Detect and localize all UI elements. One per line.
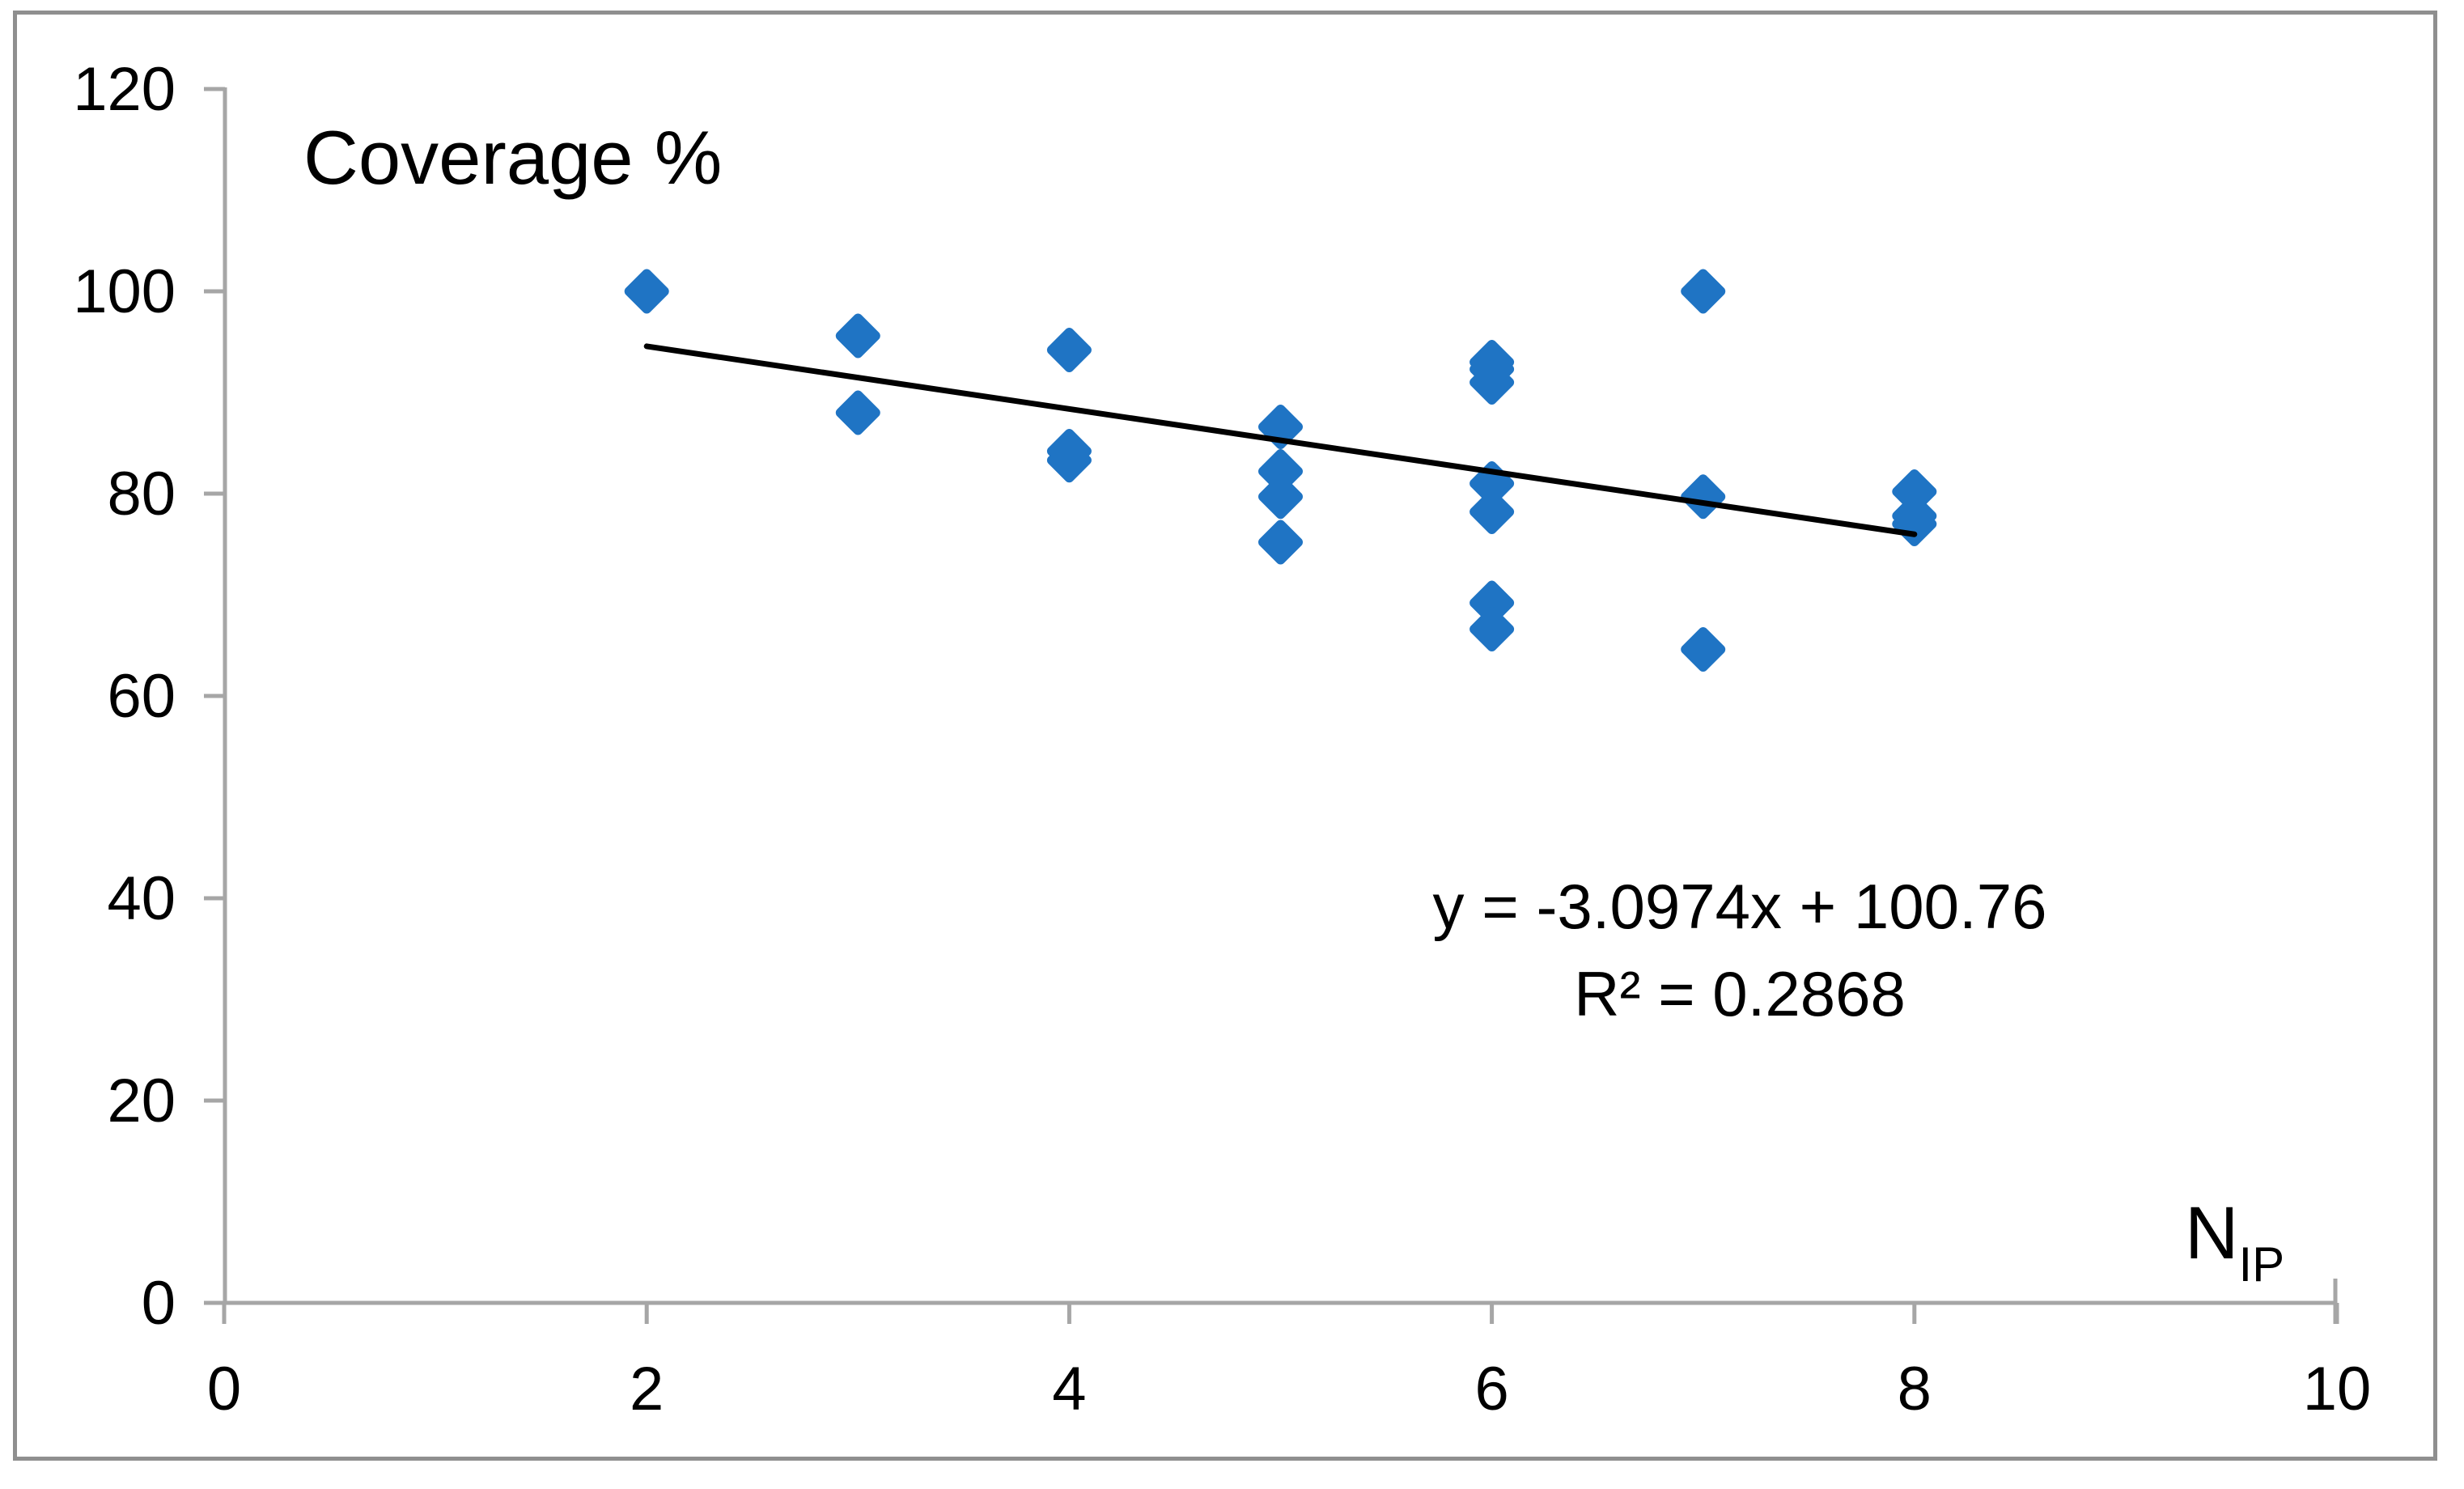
chart-title: Coverage % bbox=[303, 115, 723, 200]
y-tick-label: 100 bbox=[73, 257, 176, 326]
x-tick-label: 6 bbox=[1474, 1355, 1508, 1423]
data-point bbox=[1681, 474, 1726, 520]
data-point bbox=[1258, 520, 1303, 565]
y-tick-label: 20 bbox=[107, 1067, 176, 1135]
data-point bbox=[1046, 438, 1092, 483]
data-point bbox=[1258, 474, 1303, 520]
chart-border-frame bbox=[13, 11, 2437, 1461]
y-tick-label: 120 bbox=[73, 55, 176, 124]
x-tick-label: 2 bbox=[630, 1355, 664, 1423]
x-tick-label: 10 bbox=[2303, 1355, 2372, 1423]
y-tick-label: 60 bbox=[107, 662, 176, 731]
x-axis-label: NIP bbox=[2185, 1196, 2284, 1289]
x-axis-label-subscript: IP bbox=[2238, 1237, 2285, 1292]
data-point bbox=[1469, 607, 1515, 651]
y-tick-label: 80 bbox=[107, 460, 176, 528]
trendline bbox=[643, 343, 1918, 537]
y-tick-label: 40 bbox=[107, 864, 176, 933]
data-point bbox=[1681, 627, 1726, 672]
data-point bbox=[1469, 580, 1515, 626]
data-point bbox=[624, 269, 669, 314]
data-point bbox=[835, 390, 880, 435]
data-point bbox=[1046, 328, 1092, 372]
data-point bbox=[1258, 449, 1303, 494]
trendline-equation: y = -3.0974x + 100.76 bbox=[1432, 871, 2047, 942]
x-tick-label: 8 bbox=[1898, 1355, 1932, 1423]
x-tick-label: 4 bbox=[1052, 1355, 1086, 1423]
y-tick-label: 0 bbox=[142, 1269, 176, 1338]
data-point bbox=[1892, 469, 1937, 514]
data-point bbox=[1469, 360, 1515, 405]
data-point bbox=[1469, 490, 1515, 534]
x-tick-label: 0 bbox=[207, 1355, 241, 1423]
trendline-r-squared: R² = 0.2868 bbox=[1574, 958, 1906, 1029]
trendline-annotation: y = -3.0974x + 100.76 R² = 0.2868 bbox=[1424, 863, 2055, 1037]
data-point bbox=[835, 313, 880, 358]
data-point bbox=[1892, 502, 1937, 546]
data-point bbox=[1681, 269, 1726, 314]
x-axis-label-main: N bbox=[2185, 1192, 2239, 1275]
